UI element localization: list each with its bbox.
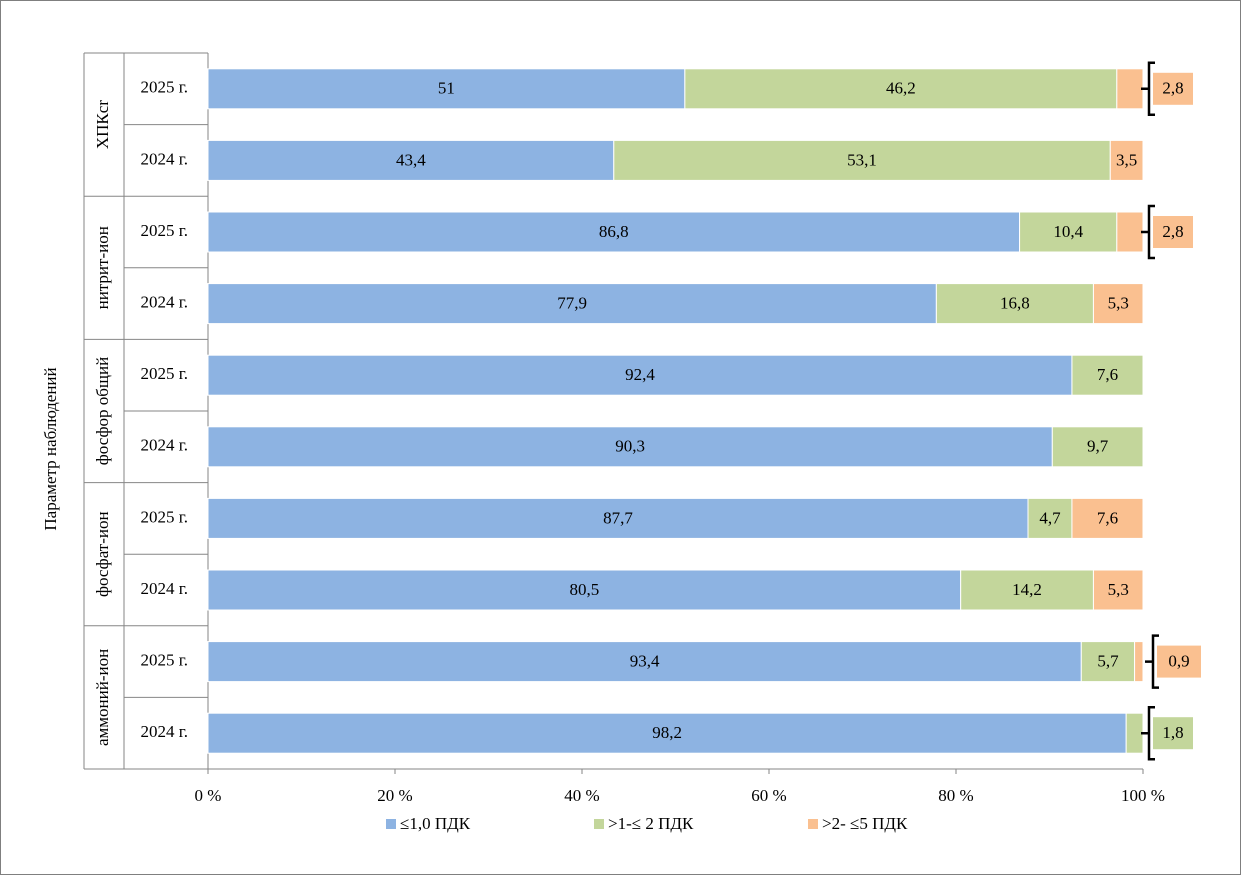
bar-segment bbox=[1080, 641, 1136, 683]
x-tick-label: 60 % bbox=[751, 786, 786, 805]
bar-segment bbox=[684, 68, 1118, 110]
callout-box bbox=[1153, 216, 1193, 248]
bar-segment bbox=[1092, 283, 1144, 325]
callout-bracket bbox=[1141, 61, 1155, 117]
callout-box bbox=[1157, 645, 1201, 678]
row-year-label: 2025 г. bbox=[140, 364, 188, 383]
row-year-label: 2025 г. bbox=[140, 507, 188, 526]
bar-segment bbox=[960, 569, 1094, 611]
callout-value-label: 0,9 bbox=[1168, 652, 1189, 671]
group-label: фосфор общий bbox=[93, 357, 112, 465]
callout-value-label: 1,8 bbox=[1162, 723, 1183, 742]
bar-value-label: 5,3 bbox=[1108, 580, 1129, 599]
bar-value-label: 80,5 bbox=[569, 580, 599, 599]
row-year-label: 2024 г. bbox=[140, 149, 188, 168]
callout-box bbox=[1153, 717, 1193, 750]
bar-value-label: 16,8 bbox=[1000, 294, 1030, 313]
bar-value-label: 5,7 bbox=[1097, 652, 1119, 671]
callout-value-label: 2,8 bbox=[1162, 79, 1183, 98]
bar-segment bbox=[207, 426, 1053, 468]
group-label: аммоний-ион bbox=[93, 649, 112, 746]
bar-segment bbox=[1134, 641, 1144, 683]
bar-segment bbox=[207, 569, 962, 611]
bar-value-label: 7,6 bbox=[1097, 508, 1118, 527]
legend-swatch bbox=[386, 819, 396, 829]
bar-segment bbox=[1109, 139, 1144, 181]
callout-bracket bbox=[1141, 204, 1155, 260]
bar-value-label: 77,9 bbox=[557, 294, 587, 313]
x-tick-label: 100 % bbox=[1121, 786, 1165, 805]
legend-label: ≤1,0 ПДК bbox=[400, 814, 471, 833]
bar-segment bbox=[1027, 497, 1073, 539]
bar-value-label: 86,8 bbox=[599, 222, 629, 241]
callout-box bbox=[1153, 72, 1193, 105]
group-label: нитрит-ион bbox=[93, 226, 112, 309]
bar-segment bbox=[207, 497, 1029, 539]
callout-value-label: 2,8 bbox=[1162, 222, 1183, 241]
bar-value-label: 87,7 bbox=[603, 508, 633, 527]
legend-swatch bbox=[594, 819, 604, 829]
legend-label: >1-≤ 2 ПДК bbox=[608, 814, 694, 833]
group-label: фосфат-ион bbox=[93, 511, 112, 597]
bar-value-label: 9,7 bbox=[1087, 437, 1109, 456]
bar-value-label: 46,2 bbox=[886, 79, 916, 98]
bar-segment bbox=[935, 283, 1094, 325]
bar-value-label: 98,2 bbox=[652, 723, 682, 742]
callout-bracket bbox=[1141, 705, 1155, 761]
group-label: ХПКcr bbox=[93, 100, 112, 149]
bar-segment bbox=[1092, 569, 1144, 611]
bar-segment bbox=[1116, 68, 1144, 110]
row-year-label: 2024 г. bbox=[140, 436, 188, 455]
bar-segment bbox=[1116, 211, 1144, 253]
bar-value-label: 3,5 bbox=[1116, 150, 1137, 169]
y-axis-title: Параметр наблюдений bbox=[41, 367, 60, 530]
row-year-label: 2025 г. bbox=[140, 78, 188, 97]
legend-label: >2- ≤5 ПДК bbox=[822, 814, 908, 833]
bar-value-label: 93,4 bbox=[630, 652, 660, 671]
bar-segment bbox=[1071, 497, 1144, 539]
bar-segment bbox=[1019, 211, 1118, 253]
x-tick-label: 40 % bbox=[564, 786, 599, 805]
row-year-label: 2024 г. bbox=[140, 579, 188, 598]
bar-segment bbox=[207, 354, 1073, 396]
bar-value-label: 43,4 bbox=[396, 150, 426, 169]
bar-value-label: 92,4 bbox=[625, 365, 655, 384]
bar-value-label: 51 bbox=[438, 79, 455, 98]
bar-segment bbox=[613, 139, 1111, 181]
x-tick-label: 20 % bbox=[377, 786, 412, 805]
bar-segment bbox=[1125, 712, 1144, 754]
callout-bracket bbox=[1145, 634, 1159, 689]
bar-segment bbox=[207, 211, 1021, 253]
row-year-label: 2024 г. bbox=[140, 722, 188, 741]
bar-segment bbox=[207, 712, 1127, 754]
bar-segment bbox=[207, 283, 937, 325]
x-tick-label: 0 % bbox=[195, 786, 222, 805]
bar-value-label: 4,7 bbox=[1039, 508, 1061, 527]
bar-value-label: 5,3 bbox=[1108, 294, 1129, 313]
row-year-label: 2025 г. bbox=[140, 651, 188, 670]
bar-segment bbox=[207, 641, 1082, 683]
bar-value-label: 10,4 bbox=[1053, 222, 1083, 241]
bar-value-label: 53,1 bbox=[847, 150, 877, 169]
legend-swatch bbox=[808, 819, 818, 829]
bar-segment bbox=[1071, 354, 1144, 396]
bar-value-label: 14,2 bbox=[1012, 580, 1042, 599]
row-year-label: 2025 г. bbox=[140, 221, 188, 240]
bar-value-label: 7,6 bbox=[1097, 365, 1118, 384]
x-tick-label: 80 % bbox=[938, 786, 973, 805]
bar-segment bbox=[1051, 426, 1144, 468]
bar-value-label: 90,3 bbox=[615, 437, 645, 456]
row-year-label: 2024 г. bbox=[140, 293, 188, 312]
